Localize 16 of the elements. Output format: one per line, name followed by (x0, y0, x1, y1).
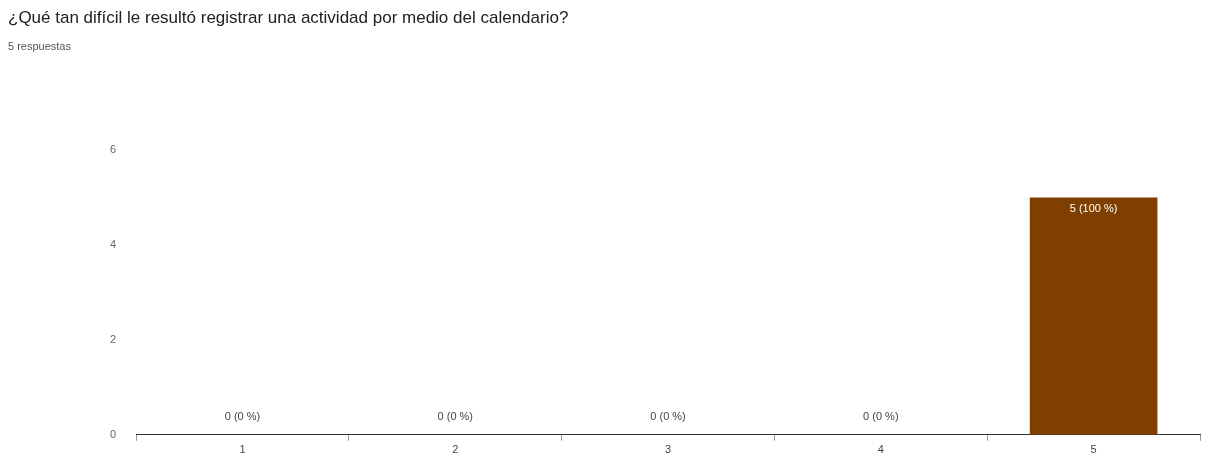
data-label: 0 (0 %) (650, 410, 686, 423)
y-tick-label: 0 (109, 427, 117, 440)
data-label: 0 (0 %) (863, 410, 899, 423)
x-tick-label: 3 (665, 443, 672, 456)
y-tick-label: 4 (109, 237, 117, 250)
data-label: 0 (0 %) (437, 410, 474, 423)
x-tick-label: 1 (239, 443, 246, 456)
y-tick-label: 2 (109, 332, 117, 345)
text: 5 respuestas (8, 40, 71, 52)
data-label: 0 (0 %) (224, 410, 261, 423)
data-label: 5 (100 %) (1069, 202, 1118, 214)
chart-title: ¿Qué tan difícil le resultó registrar una actividad por medio del calendario? (8, 8, 569, 28)
x-tick-label: 5 (1090, 443, 1097, 456)
x-tick-label: 4 (877, 443, 884, 456)
x-tick-label: 2 (452, 443, 459, 456)
y-tick-label: 6 (109, 143, 117, 156)
